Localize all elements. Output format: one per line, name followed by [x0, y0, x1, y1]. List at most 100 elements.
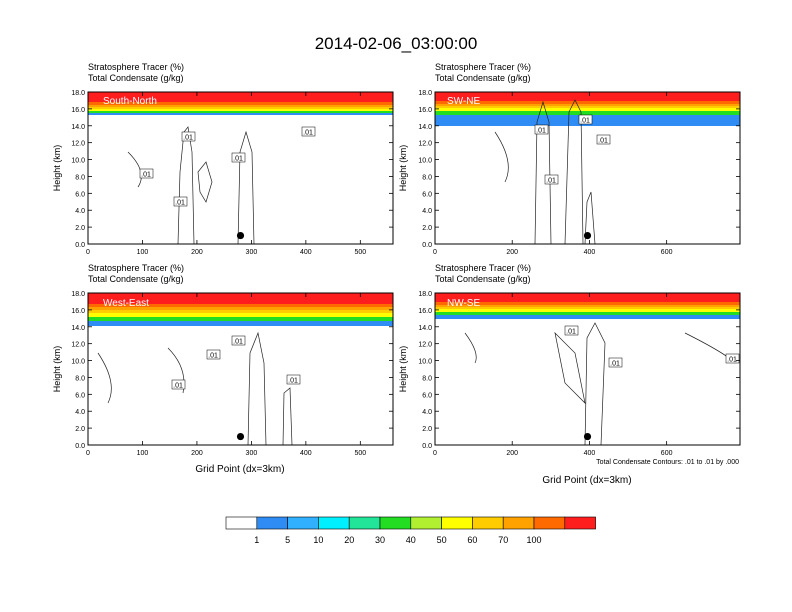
x-tick-label: 300: [246, 249, 258, 256]
x-tick-label: 400: [300, 249, 312, 256]
contour-label-box: [231, 335, 246, 346]
contour-label: .01: [208, 353, 218, 360]
x-tick-label: 400: [300, 450, 312, 457]
y-tick-label: 0.0: [422, 242, 432, 249]
tracer-band: [88, 113, 393, 115]
y-tick-label: 0.0: [75, 443, 85, 450]
y-tick-label: 0.0: [75, 242, 85, 249]
colorbar-swatch: [225, 516, 258, 530]
colorbar-swatch: [287, 516, 319, 530]
panel-sw-ne: Stratosphere Tracer (%) Total Condensate…: [398, 62, 741, 256]
y-tick-label: 12.0: [71, 141, 85, 148]
tracer-band: [88, 304, 393, 307]
tracer-band: [88, 92, 393, 102]
contour-label-box: [564, 325, 579, 336]
y-tick-label: 14.0: [418, 124, 432, 131]
panel-name-label: NW-SE: [447, 298, 480, 309]
x-tick-label: 200: [506, 249, 518, 256]
panel-subtitle-condensate: Total Condensate (g/kg): [88, 274, 184, 284]
colorbar-label: 40: [406, 535, 416, 545]
y-tick-label: 6.0: [75, 392, 85, 399]
contour-label-box: [206, 349, 221, 360]
x-tick-label: 0: [433, 450, 437, 457]
contour-label-box: [534, 124, 549, 135]
y-tick-label: 8.0: [75, 174, 85, 181]
y-axis-label: Height (km): [52, 346, 62, 393]
x-tick-label: 400: [584, 450, 596, 457]
colorbar-swatch: [472, 516, 504, 530]
x-tick-label: 0: [433, 249, 437, 256]
x-tick-label: 100: [137, 249, 149, 256]
condensate-contour: [554, 331, 586, 405]
y-tick-label: 16.0: [418, 107, 432, 114]
contour-label: .01: [233, 339, 243, 346]
colorbar-label: 30: [375, 535, 385, 545]
colorbar-swatch: [379, 516, 412, 530]
tracer-band: [435, 92, 740, 101]
panel-subtitle-tracer: Stratosphere Tracer (%): [88, 62, 184, 72]
y-tick-label: 14.0: [71, 124, 85, 131]
condensate-contour: [464, 332, 477, 364]
contour-label-box: [139, 168, 154, 179]
y-tick-label: 10.0: [418, 158, 432, 165]
contour-label: .01: [175, 200, 185, 207]
y-axis-label: Height (km): [398, 346, 408, 393]
contour-note: Total Condensate Contours: .01 to .01 by…: [596, 459, 739, 466]
x-tick-label: 500: [354, 450, 366, 457]
contour-label: .01: [566, 329, 576, 336]
tracer-band: [88, 313, 393, 317]
plot-area-nw-se: .01 .01 .01 0.0 2.0 4.0 6.0 8.0 10.0 12.0 14.0 16.0…: [418, 291, 741, 457]
location-marker: [236, 432, 245, 441]
plot-area-west-east: .01 .01 .01 .01 0.0 2.0 4.0 6.0 8.0 10.0 12.0 14.0 1…: [71, 291, 394, 457]
x-tick-label: 100: [137, 450, 149, 457]
tracer-band: [88, 310, 393, 313]
contour-label-box: [181, 131, 196, 142]
colorbar-swatch: [502, 516, 535, 530]
panel-name-label: South-North: [103, 96, 157, 107]
panel-nw-se: Stratosphere Tracer (%) Total Condensate…: [398, 263, 741, 486]
x-axis-label: Grid Point (dx=3km): [195, 464, 284, 475]
x-tick-label: 0: [86, 450, 90, 457]
contour-label-box: [231, 152, 246, 163]
y-tick-label: 6.0: [75, 191, 85, 198]
x-axis-label: Grid Point (dx=3km): [542, 475, 631, 486]
condensate-contour: [237, 130, 255, 245]
panel-west-east: Stratosphere Tracer (%) Total Condensate…: [52, 263, 394, 475]
tracer-band: [435, 101, 740, 104]
y-tick-label: 4.0: [75, 208, 85, 215]
colorbar-swatch: [348, 516, 381, 530]
contour-label-box: [544, 174, 559, 185]
contour-label: .01: [233, 156, 243, 163]
y-axis-label: Height (km): [52, 145, 62, 192]
contour-label: .01: [598, 138, 608, 145]
colorbar-label: 10: [313, 535, 323, 545]
contour-label-box: [301, 126, 316, 137]
tracer-band: [435, 111, 740, 115]
tracer-band: [88, 102, 393, 105]
y-tick-label: 18.0: [418, 90, 432, 97]
y-tick-label: 16.0: [71, 107, 85, 114]
contour-label-box: [596, 134, 611, 145]
tracer-band: [435, 305, 740, 307]
y-tick-label: 12.0: [418, 342, 432, 349]
colorbar-label: 100: [526, 535, 541, 545]
y-tick-label: 10.0: [71, 158, 85, 165]
y-tick-label: 12.0: [71, 342, 85, 349]
x-tick-label: 400: [584, 249, 596, 256]
plot-area-south-north: .01 .01 .01 .01 .01 0.0 2.0 4.0 6.0 8.0 10.0 12.0 14…: [71, 90, 394, 256]
condensate-contour: [584, 191, 596, 245]
x-tick-label: 200: [191, 249, 203, 256]
colorbar-swatch: [410, 516, 442, 530]
colorbar-label: 70: [498, 535, 508, 545]
colorbar-label: 60: [467, 535, 477, 545]
panel-subtitle-tracer: Stratosphere Tracer (%): [88, 263, 184, 273]
contour-label-box: [286, 374, 301, 385]
y-tick-label: 8.0: [422, 174, 432, 181]
tracer-band: [435, 108, 740, 111]
tracer-band: [435, 315, 740, 319]
tracer-band: [88, 111, 393, 113]
colorbar-label: 1: [254, 535, 259, 545]
y-tick-label: 18.0: [418, 291, 432, 298]
condensate-contour: [282, 387, 293, 446]
